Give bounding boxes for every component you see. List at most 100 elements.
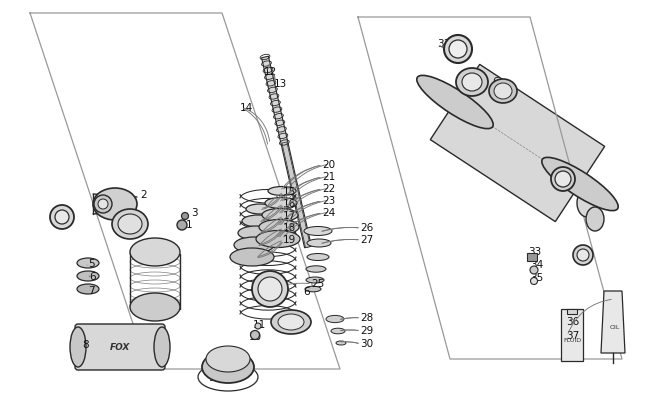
Polygon shape <box>601 291 625 353</box>
Text: 3: 3 <box>191 207 198 217</box>
Ellipse shape <box>326 315 344 323</box>
Ellipse shape <box>304 227 332 236</box>
Ellipse shape <box>246 205 274 215</box>
Circle shape <box>250 331 259 340</box>
Text: 4: 4 <box>54 213 60 222</box>
Text: 11: 11 <box>253 319 266 329</box>
Ellipse shape <box>494 84 512 100</box>
Text: 8: 8 <box>82 339 88 349</box>
Circle shape <box>255 323 261 329</box>
Ellipse shape <box>306 277 324 284</box>
Text: 13: 13 <box>274 79 287 89</box>
Circle shape <box>252 271 288 307</box>
Text: 19: 19 <box>283 234 296 244</box>
Ellipse shape <box>256 231 300 248</box>
Ellipse shape <box>130 293 180 321</box>
Ellipse shape <box>417 76 493 129</box>
Ellipse shape <box>489 80 517 104</box>
Ellipse shape <box>268 187 296 196</box>
Circle shape <box>94 196 112 213</box>
Text: 1: 1 <box>186 220 192 230</box>
Ellipse shape <box>278 314 304 330</box>
Circle shape <box>577 249 589 261</box>
Ellipse shape <box>202 351 254 383</box>
Ellipse shape <box>542 158 618 211</box>
Ellipse shape <box>336 341 346 345</box>
Ellipse shape <box>242 215 274 228</box>
Text: 32: 32 <box>462 69 475 79</box>
FancyBboxPatch shape <box>75 324 165 370</box>
Text: 28: 28 <box>360 312 373 322</box>
Ellipse shape <box>112 209 148 239</box>
Circle shape <box>573 245 593 265</box>
Text: 18: 18 <box>283 222 296 232</box>
Text: 14: 14 <box>240 103 254 113</box>
Ellipse shape <box>305 286 321 292</box>
Circle shape <box>530 278 538 285</box>
Text: 25: 25 <box>311 278 324 288</box>
Ellipse shape <box>77 271 99 281</box>
Ellipse shape <box>77 258 99 269</box>
Text: 24: 24 <box>322 207 335 217</box>
Ellipse shape <box>331 328 345 334</box>
Text: 36: 36 <box>566 316 579 326</box>
Ellipse shape <box>130 239 180 266</box>
Text: 7: 7 <box>88 285 95 295</box>
Ellipse shape <box>154 327 170 367</box>
Text: 2: 2 <box>140 190 147 200</box>
Ellipse shape <box>259 220 299 235</box>
Ellipse shape <box>456 69 488 97</box>
Bar <box>430 65 604 222</box>
Polygon shape <box>561 309 583 361</box>
Circle shape <box>55 211 69 224</box>
FancyBboxPatch shape <box>527 254 537 261</box>
Text: 4: 4 <box>561 166 567 177</box>
Text: 12: 12 <box>264 67 278 77</box>
Ellipse shape <box>206 346 250 372</box>
Ellipse shape <box>307 239 331 247</box>
Text: 29: 29 <box>360 325 373 335</box>
Text: 10: 10 <box>249 331 262 341</box>
Text: 33: 33 <box>528 246 541 256</box>
Text: 30: 30 <box>360 338 373 348</box>
FancyBboxPatch shape <box>567 309 577 314</box>
Bar <box>261 57 311 248</box>
Text: 31: 31 <box>437 39 450 49</box>
Text: 22: 22 <box>322 183 335 194</box>
Circle shape <box>449 41 467 59</box>
Circle shape <box>98 200 108 209</box>
Text: 21: 21 <box>322 172 335 181</box>
Circle shape <box>551 168 575 192</box>
Circle shape <box>50 205 74 230</box>
Text: FLUID: FLUID <box>563 338 581 343</box>
Ellipse shape <box>586 207 604 231</box>
Ellipse shape <box>93 189 137 220</box>
Ellipse shape <box>306 266 326 273</box>
Circle shape <box>177 220 187 230</box>
Circle shape <box>555 172 571 188</box>
Text: 6: 6 <box>89 271 96 281</box>
Text: FOX: FOX <box>110 343 130 352</box>
Circle shape <box>444 36 472 64</box>
Text: 17: 17 <box>283 211 296 220</box>
Ellipse shape <box>238 226 274 241</box>
Text: 5: 5 <box>579 246 586 256</box>
Ellipse shape <box>265 198 297 209</box>
Text: 5: 5 <box>88 258 95 269</box>
Ellipse shape <box>307 254 329 261</box>
Ellipse shape <box>262 209 298 222</box>
Text: 9: 9 <box>208 372 214 382</box>
Text: 6: 6 <box>492 77 499 87</box>
Text: 26: 26 <box>360 222 373 232</box>
Bar <box>282 143 311 248</box>
Text: 20: 20 <box>322 160 335 170</box>
Ellipse shape <box>234 237 274 254</box>
Circle shape <box>258 277 282 301</box>
Circle shape <box>530 266 538 274</box>
Circle shape <box>181 213 188 220</box>
Text: 23: 23 <box>322 196 335 205</box>
Text: 34: 34 <box>530 259 543 269</box>
Text: OIL: OIL <box>610 325 620 330</box>
Text: 16: 16 <box>283 198 296 209</box>
Ellipse shape <box>70 327 86 367</box>
